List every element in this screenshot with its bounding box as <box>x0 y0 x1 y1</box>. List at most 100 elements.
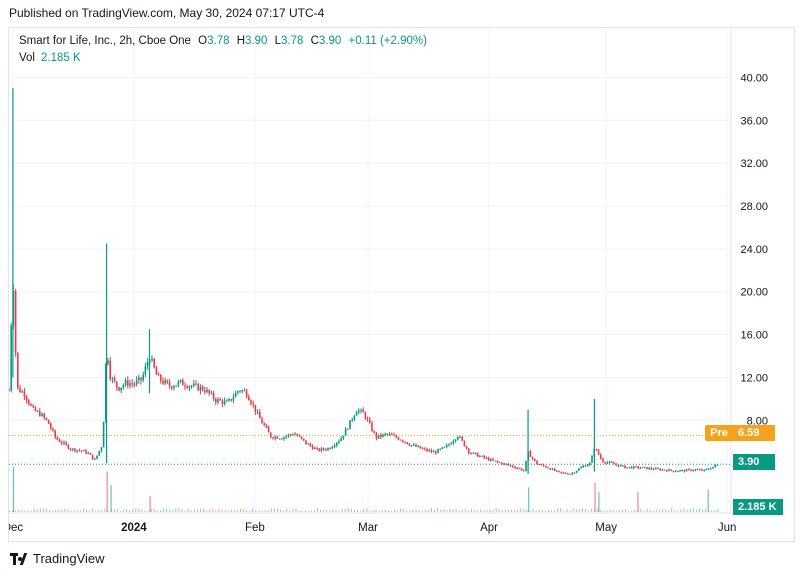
volume-bar <box>15 509 17 512</box>
volume-bar <box>156 510 158 512</box>
volume-bar <box>82 509 84 512</box>
candle-body <box>107 360 109 364</box>
volume-bar <box>310 510 312 512</box>
volume-bar <box>329 510 331 512</box>
candle-body <box>195 383 197 385</box>
y-tick-label: 8.00 <box>747 415 768 427</box>
candle-body <box>364 412 367 419</box>
volume-bar <box>116 508 118 512</box>
volume-bar <box>418 510 420 512</box>
candle-body <box>430 450 433 452</box>
volume-bar <box>628 510 630 512</box>
candle-body <box>655 468 657 470</box>
volume-bar <box>474 509 476 512</box>
candle-body <box>135 380 138 385</box>
candle-body <box>683 469 686 472</box>
candle-body <box>666 470 668 472</box>
volume-bar <box>326 510 328 512</box>
volume-bar <box>560 508 562 512</box>
volume-bar <box>520 508 522 512</box>
candle-body <box>424 448 426 450</box>
candle-body <box>45 417 48 420</box>
volume-bar <box>671 508 673 512</box>
candle-body <box>316 447 318 449</box>
candle-body <box>674 471 677 473</box>
y-tick-label: 36.00 <box>740 115 768 127</box>
candle-body <box>688 469 690 471</box>
volume-bar <box>135 508 137 512</box>
volume-bar <box>52 510 54 512</box>
candle-body <box>336 442 338 446</box>
volume-label: Vol <box>19 52 35 64</box>
price-chart[interactable]: 40.00 36.00 32.00 28.00 24.00 20.00 16.00 12.00… <box>9 28 795 541</box>
volume-bar <box>21 510 23 512</box>
candle-body <box>534 458 536 462</box>
volume-bar <box>196 509 198 512</box>
volume-bar <box>711 510 713 512</box>
candle-body <box>531 457 534 459</box>
candle-body <box>140 377 142 381</box>
candle-body <box>606 462 609 464</box>
volume-bar <box>76 510 78 512</box>
candle-body <box>516 467 518 469</box>
volume-bar <box>132 509 134 512</box>
volume-bar <box>79 510 81 512</box>
volume-bar <box>95 510 97 512</box>
candle-body <box>166 380 169 383</box>
volume-bar <box>538 509 540 512</box>
volume-bar <box>317 508 318 512</box>
volume-bar <box>67 509 69 512</box>
y-tick-label: 24.00 <box>740 244 768 256</box>
candle-body <box>204 390 206 393</box>
candle-body <box>542 464 545 466</box>
candle-body <box>439 448 441 450</box>
candle-body <box>518 467 521 469</box>
candle-body <box>349 420 351 430</box>
candle-body <box>437 449 439 454</box>
volume-bar <box>705 508 707 512</box>
candle-body <box>89 453 92 455</box>
legend-high-label: H <box>236 35 246 47</box>
candle-body <box>696 469 699 471</box>
candle-body <box>369 419 371 423</box>
volume-bar <box>514 510 516 512</box>
candle-body <box>105 363 107 423</box>
candle-body <box>595 449 598 451</box>
candle-body <box>208 389 210 394</box>
volume-bar <box>532 508 534 512</box>
candle-body <box>408 444 411 446</box>
volume-bar <box>33 508 35 512</box>
candle-body <box>395 435 397 438</box>
candle-body <box>217 398 219 403</box>
volume-bar <box>347 508 349 512</box>
candle-body <box>85 450 87 454</box>
candle-body <box>245 390 248 397</box>
candle-body <box>404 441 406 443</box>
candle-body <box>705 468 708 470</box>
candle-body <box>120 387 122 391</box>
volume-bar <box>471 509 472 512</box>
volume-bar <box>480 509 482 512</box>
candle-body <box>417 446 419 448</box>
volume-spike-bar <box>528 487 530 512</box>
x-tick-label: 2024 <box>121 522 147 534</box>
candle-body <box>377 434 380 439</box>
candle-body <box>707 468 710 470</box>
volume-spike-bar <box>12 467 15 512</box>
volume-bar <box>495 508 497 512</box>
footer-brand[interactable]: TradingView <box>10 551 105 566</box>
volume-bar <box>98 509 100 512</box>
volume-bar <box>153 509 155 512</box>
volume-bar <box>276 508 278 512</box>
volume-bar <box>430 508 432 512</box>
volume-bar <box>307 510 309 512</box>
candle-body <box>597 449 600 455</box>
candle-body <box>193 383 195 386</box>
candle-body <box>256 411 259 413</box>
volume-bar <box>313 510 315 512</box>
volume-bar <box>446 509 448 512</box>
candle-body <box>329 448 331 450</box>
volume-bar <box>104 508 106 512</box>
candle-body <box>481 455 483 457</box>
volume-bar <box>449 508 451 512</box>
